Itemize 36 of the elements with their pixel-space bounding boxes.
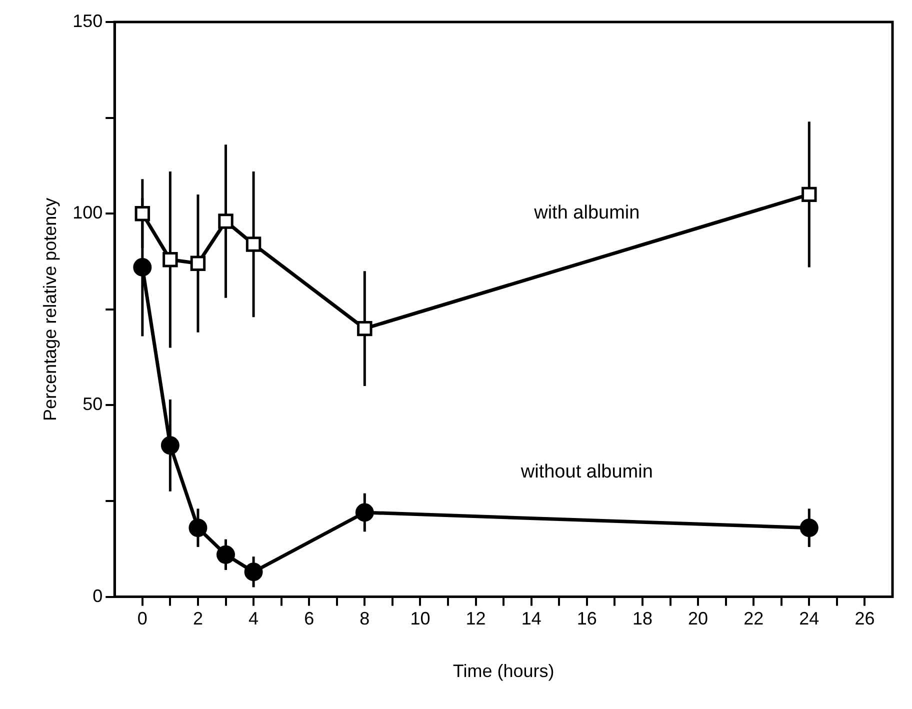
x-axis-title: Time (hours) xyxy=(452,661,554,682)
x-tick-label: 10 xyxy=(410,608,430,629)
point xyxy=(133,258,152,276)
x-tick-label: 20 xyxy=(688,608,708,629)
x-tick-label: 12 xyxy=(466,608,486,629)
series-label: without albumin xyxy=(520,461,653,482)
x-tick-label: 0 xyxy=(137,608,148,629)
x-tick-label: 16 xyxy=(576,608,597,629)
x-tick-label: 2 xyxy=(192,608,203,629)
point xyxy=(190,256,206,272)
x-tick-label: 4 xyxy=(248,608,259,629)
point xyxy=(160,436,180,455)
point xyxy=(188,518,208,538)
point xyxy=(800,518,818,538)
x-tick-label: 8 xyxy=(360,608,370,629)
point xyxy=(218,214,234,229)
point xyxy=(244,562,263,582)
point xyxy=(162,252,178,268)
point xyxy=(355,503,374,522)
point xyxy=(246,236,262,252)
point xyxy=(357,320,372,336)
series-label: with albumin xyxy=(533,202,640,224)
x-tick-label: 26 xyxy=(854,608,875,629)
x-tick-label: 14 xyxy=(521,608,542,629)
x-tick-label: 24 xyxy=(799,608,820,629)
x-tick-label: 22 xyxy=(744,608,764,629)
point xyxy=(134,206,150,222)
y-axis-title: Percentage relative potency xyxy=(40,198,60,421)
x-tick-label: 18 xyxy=(632,608,652,629)
y-tick-label: 0 xyxy=(92,586,103,606)
point xyxy=(216,545,236,564)
point xyxy=(802,186,817,202)
y-tick-label: 150 xyxy=(72,10,103,31)
y-tick-label: 100 xyxy=(72,202,103,223)
y-tick-label: 50 xyxy=(82,394,103,414)
x-tick-label: 6 xyxy=(304,608,314,629)
